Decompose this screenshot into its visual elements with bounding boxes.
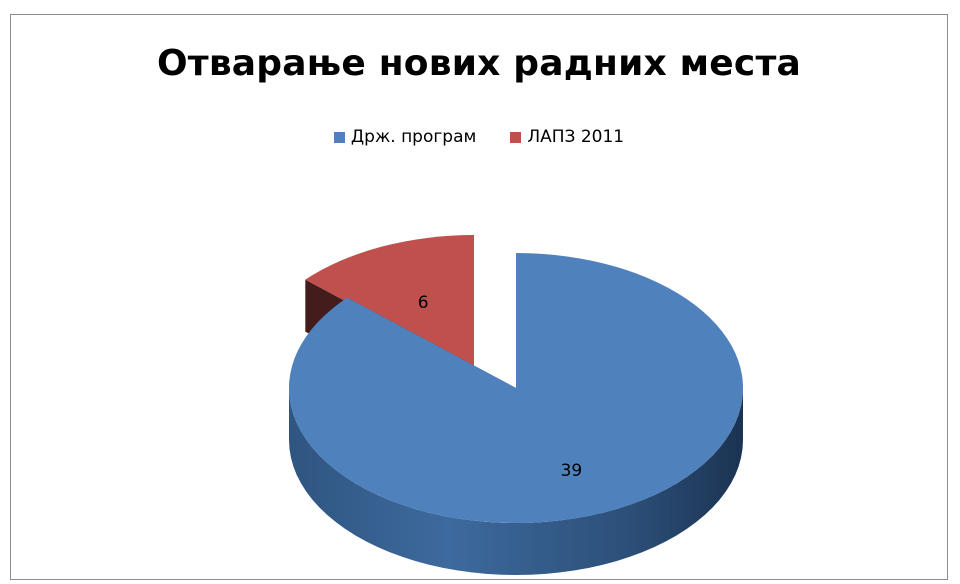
slice-top-lapz-2011 bbox=[305, 235, 474, 370]
legend-swatch-drz-program bbox=[333, 131, 345, 143]
legend-label-lapz-2011: ЛАПЗ 2011 bbox=[527, 127, 625, 147]
legend-item-lapz-2011: ЛАПЗ 2011 bbox=[510, 127, 624, 147]
slice-rim-drz-program-0 bbox=[289, 388, 743, 575]
data-label-lapz-2011: 6 bbox=[418, 293, 429, 313]
legend-item-drz-program: Држ. програм bbox=[333, 127, 477, 147]
slice-top-drz-program bbox=[288, 253, 743, 523]
data-label-drz-program: 39 bbox=[561, 461, 583, 481]
pie-plot: 39 6 bbox=[288, 235, 743, 575]
legend-label-drz-program: Држ. програм bbox=[350, 127, 477, 147]
chart-title: Отварање нових радних места bbox=[156, 43, 802, 84]
pie-slices bbox=[288, 235, 743, 575]
chart-frame: Отварање нових радних места Држ. програм… bbox=[10, 14, 948, 580]
legend-swatch-lapz-2011 bbox=[510, 131, 522, 143]
legend: Држ. програм ЛАПЗ 2011 bbox=[11, 127, 947, 147]
